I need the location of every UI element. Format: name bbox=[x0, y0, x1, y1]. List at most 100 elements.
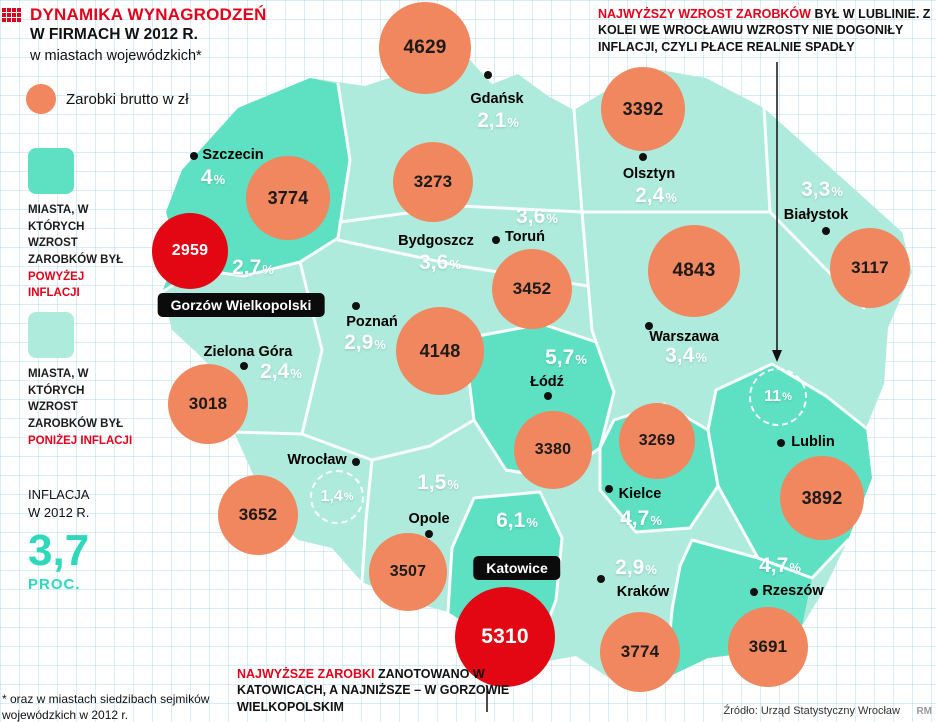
subtitle: w miastach wojewódzkich* bbox=[30, 48, 202, 64]
legend-above-inflation: MIASTA, W KTÓRYCH WZROST ZAROBKÓW BYŁ PO… bbox=[28, 148, 134, 302]
salary-circle-bydgoszcz: 3273 bbox=[393, 142, 473, 222]
growth-pct-zielona-gora: 2,4% bbox=[260, 360, 302, 383]
salary-circle-gorzow-wielkopolski: 2959 bbox=[152, 213, 228, 289]
growth-pct-katowice: 6,1% bbox=[496, 509, 538, 532]
city-dot-torun bbox=[492, 236, 500, 244]
growth-pct-bydgoszcz: 3,6% bbox=[419, 251, 461, 274]
growth-pct-opole: 1,5% bbox=[417, 471, 459, 494]
region-rzeszow bbox=[666, 540, 812, 678]
legend-above-plain: MIASTA, W KTÓRYCH WZROST ZAROBKÓW BYŁ bbox=[28, 204, 124, 267]
legend-swatch-above-icon bbox=[28, 148, 74, 194]
city-label-zielona-gora: Zielona Góra bbox=[203, 344, 293, 360]
city-dot-rzeszow bbox=[750, 588, 758, 596]
annotation-bottom-rest: ZANOTOWANO W KATOWICACH, A NAJNIŻSZE – W… bbox=[237, 667, 510, 714]
salary-circle-opole: 3507 bbox=[369, 533, 447, 611]
city-label-gdansk: Gdańsk bbox=[470, 91, 524, 107]
salary-circle-poznan: 4148 bbox=[396, 307, 484, 395]
salary-circle-lublin: 3892 bbox=[780, 456, 864, 540]
city-label-torun: Toruń bbox=[505, 229, 545, 245]
city-dot-lodz bbox=[544, 392, 552, 400]
unit-legend-label: Zarobki brutto w zł bbox=[66, 90, 189, 108]
legend-above-text: MIASTA, W KTÓRYCH WZROST ZAROBKÓW BYŁ PO… bbox=[28, 202, 134, 302]
growth-pct-lublin: 11% bbox=[749, 368, 807, 426]
brand-grid-icon bbox=[2, 8, 21, 22]
city-dot-olsztyn bbox=[639, 153, 647, 161]
city-label-lublin: Lublin bbox=[791, 434, 835, 450]
city-dot-gdansk bbox=[484, 71, 492, 79]
salary-circle-rzeszow: 3691 bbox=[728, 607, 808, 687]
agency-credit: RM bbox=[916, 706, 932, 717]
city-dot-poznan bbox=[352, 302, 360, 310]
city-dot-wroclaw bbox=[352, 458, 360, 466]
city-label-krakow: Kraków bbox=[616, 584, 670, 600]
salary-circle-katowice: 5310 bbox=[455, 587, 555, 687]
footnote: * oraz w miastach siedzibach sejmików wo… bbox=[2, 692, 210, 722]
city-label-lodz: Łódź bbox=[530, 374, 564, 390]
legend-swatch-below-icon bbox=[28, 312, 74, 358]
title-line1: DYNAMIKA WYNAGRODZEŃ bbox=[30, 5, 267, 24]
city-label-opole: Opole bbox=[408, 511, 450, 527]
growth-pct-lodz: 5,7% bbox=[545, 346, 587, 369]
source-credit: Źródło: Urząd Statystyczny Wrocław bbox=[723, 705, 900, 717]
city-dot-zielona-gora bbox=[240, 362, 248, 370]
inflation-value: 3,7 bbox=[28, 526, 90, 576]
salary-circle-warszawa: 4843 bbox=[648, 225, 740, 317]
annotation-bottom-highlight: NAJWYŻSZE ZAROBKI bbox=[237, 667, 375, 681]
city-dot-bialystok bbox=[822, 227, 830, 235]
salary-circle-zielona-gora: 3018 bbox=[168, 364, 248, 444]
city-dot-lublin bbox=[777, 439, 785, 447]
growth-pct-kielce: 4,7% bbox=[620, 507, 662, 530]
growth-pct-torun: 3,6% bbox=[516, 205, 558, 228]
legend-below-inflation: MIASTA, W KTÓRYCH WZROST ZAROBKÓW BYŁ PO… bbox=[28, 312, 134, 449]
salary-circle-torun: 3452 bbox=[492, 249, 572, 329]
city-label-kielce: Kielce bbox=[618, 486, 662, 502]
city-label-bialystok: Białystok bbox=[783, 207, 849, 223]
annotation-top-highlight: NAJWYŻSZY WZROST ZAROBKÓW bbox=[598, 7, 811, 21]
growth-pct-wroclaw: 1,4% bbox=[310, 470, 364, 524]
salary-circle-szczecin: 3774 bbox=[246, 156, 330, 240]
growth-pct-szczecin: 4% bbox=[200, 166, 226, 189]
city-label-bydgoszcz: Bydgoszcz bbox=[398, 233, 474, 249]
gross-salary-circle-icon bbox=[26, 84, 56, 114]
inflation-unit: PROC. bbox=[28, 576, 81, 594]
city-label-wroclaw: Wrocław bbox=[287, 452, 347, 468]
annotation-top-right: NAJWYŻSZY WZROST ZAROBKÓW BYŁ W LUBLINIE… bbox=[598, 6, 932, 55]
growth-pct-warszawa: 3,4% bbox=[665, 344, 707, 367]
growth-pct-gdansk: 2,1% bbox=[477, 109, 519, 132]
city-dot-szczecin bbox=[190, 152, 198, 160]
salary-circle-krakow: 3774 bbox=[600, 612, 680, 692]
growth-pct-krakow: 2,9% bbox=[615, 556, 657, 579]
annotation-arrow-lublin bbox=[772, 62, 782, 362]
unit-legend: Zarobki brutto w zł bbox=[26, 84, 189, 114]
city-dot-kielce bbox=[605, 485, 613, 493]
growth-pct-poznan: 2,9% bbox=[344, 331, 386, 354]
growth-pct-rzeszow: 4,7% bbox=[759, 554, 801, 577]
inflation-box: INFLACJA W 2012 R. 3,7 PROC. bbox=[28, 486, 89, 593]
city-label-gorzow-wielkopolski: Gorzów Wielkopolski bbox=[157, 293, 325, 317]
salary-circle-lodz: 3380 bbox=[514, 411, 592, 489]
city-label-olsztyn: Olsztyn bbox=[622, 166, 676, 182]
title-line2: W FIRMACH W 2012 R. bbox=[30, 26, 198, 43]
annotation-bottom: NAJWYŻSZE ZAROBKI ZANOTOWANO W KATOWICAC… bbox=[237, 666, 537, 715]
legend-above-highlight: POWYŻEJ INFLACJI bbox=[28, 270, 85, 300]
growth-pct-gorzow-wielkopolski: 2,7% bbox=[232, 256, 274, 279]
city-label-poznan: Poznań bbox=[346, 314, 398, 330]
growth-pct-olsztyn: 2,4% bbox=[635, 184, 677, 207]
salary-circle-gdansk: 4629 bbox=[379, 2, 471, 94]
salary-circle-bialystok: 3117 bbox=[830, 228, 910, 308]
inflation-label-line1: INFLACJA bbox=[28, 487, 90, 502]
salary-circle-olsztyn: 3392 bbox=[601, 67, 685, 151]
salary-circle-wroclaw: 3652 bbox=[218, 475, 298, 555]
legend-below-text: MIASTA, W KTÓRYCH WZROST ZAROBKÓW BYŁ PO… bbox=[28, 366, 134, 449]
annotation-top-rest: BYŁ W LUBLINIE. Z KOLEI WE WROCŁAWIU WZR… bbox=[598, 7, 931, 54]
city-label-rzeszow: Rzeszów bbox=[762, 583, 824, 599]
city-dot-warszawa bbox=[645, 322, 653, 330]
city-dot-opole bbox=[425, 530, 433, 538]
inflation-label-line2: W 2012 R. bbox=[28, 504, 90, 520]
legend-below-highlight: PONIŻEJ INFLACJI bbox=[28, 434, 133, 447]
salary-circle-kielce: 3269 bbox=[619, 403, 695, 479]
city-label-katowice: Katowice bbox=[473, 556, 561, 580]
city-dot-krakow bbox=[597, 575, 605, 583]
